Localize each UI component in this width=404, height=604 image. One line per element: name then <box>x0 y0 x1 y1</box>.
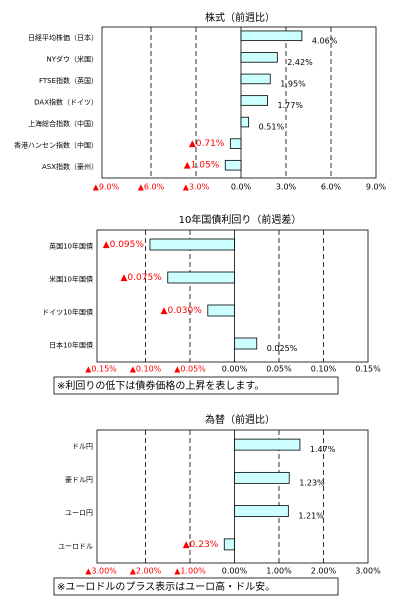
x-tick-label: 0.0% <box>231 183 252 192</box>
x-tick-label: ▲0.10% <box>130 365 162 374</box>
x-tick-label: ▲3.0% <box>183 183 210 192</box>
x-tick-label: ▲3.00% <box>85 567 117 576</box>
bar <box>234 438 301 451</box>
x-tick-label: 0.10% <box>311 365 337 374</box>
x-tick-label: 0.00% <box>222 567 248 576</box>
category-label: ユーロ円 <box>65 509 93 517</box>
category-label: 日本10年国債 <box>49 341 93 350</box>
value-label: 1.47% <box>310 445 336 454</box>
value-label: 2.42% <box>287 58 313 67</box>
category-label: 香港ハンセン指数（中国） <box>14 141 98 150</box>
bar <box>240 95 268 106</box>
value-label: 1.95% <box>280 79 306 88</box>
x-tick-label: 3.00% <box>355 567 381 576</box>
value-label: 4.06% <box>312 36 338 45</box>
bar <box>149 238 235 251</box>
bar <box>240 30 303 42</box>
value-label: 0.025% <box>267 344 298 353</box>
bar <box>240 73 271 85</box>
x-tick-label: ▲1.00% <box>174 567 206 576</box>
value-label: 0.51% <box>259 123 285 132</box>
x-tick-label: ▲0.05% <box>174 365 206 374</box>
bar <box>234 471 290 484</box>
bar <box>224 159 242 171</box>
category-label: 米国10年国債 <box>49 275 93 284</box>
chart-title: 10年国債利回り（前週差） <box>179 213 302 226</box>
value-label: 1.77% <box>278 101 304 110</box>
x-tick-label: 6.0% <box>321 183 342 192</box>
bar <box>234 337 258 350</box>
note: ※利回りの低下は債券価格の上昇を表します。 <box>57 379 264 392</box>
category-label: 英国10年国債 <box>49 242 93 251</box>
note: ※ユーロドルのプラス表示はユーロ高・ドル安。 <box>57 580 275 593</box>
category-label: NYダウ（米国） <box>46 54 98 63</box>
plot-frame <box>96 429 369 564</box>
x-tick-label: 1.00% <box>266 567 292 576</box>
value-label: ▲0.030% <box>161 306 203 316</box>
chart-title: 株式（前週比） <box>205 11 275 24</box>
x-tick-label: 0.00% <box>222 365 248 374</box>
x-tick-label: ▲9.0% <box>93 183 120 192</box>
value-label: 1.21% <box>298 512 324 521</box>
chart-title: 為替（前週比） <box>205 413 275 426</box>
bar <box>234 505 289 518</box>
x-tick-label: 0.05% <box>266 365 292 374</box>
bar <box>207 304 235 317</box>
value-label: ▲0.095% <box>103 240 145 250</box>
value-label: ▲0.075% <box>121 273 163 283</box>
x-tick-label: 9.0% <box>366 183 387 192</box>
category-label: ユーロドル <box>58 542 93 550</box>
bar <box>223 538 235 551</box>
x-tick-label: ▲6.0% <box>138 183 165 192</box>
category-label: 上海総合指数（中国） <box>28 119 98 128</box>
bar <box>229 138 242 149</box>
category-label: FTSE指数（英国） <box>39 76 98 85</box>
bar <box>167 271 235 284</box>
category-label: ドル円 <box>72 443 93 451</box>
x-tick-label: ▲2.00% <box>130 567 162 576</box>
note-box <box>53 577 339 596</box>
value-label: 1.23% <box>299 478 325 487</box>
plot-frame <box>96 229 369 363</box>
note-box <box>53 376 339 395</box>
value-label: ▲1.05% <box>184 161 220 171</box>
category-label: 日経平均株価（日本） <box>28 33 98 42</box>
value-label: ▲0.71% <box>189 139 225 149</box>
value-label: ▲0.23% <box>183 540 219 550</box>
bar <box>240 52 278 63</box>
x-tick-label: ▲0.15% <box>85 365 117 374</box>
plot-frame <box>101 26 377 179</box>
category-label: 豪ドル円 <box>65 475 93 484</box>
category-label: ドイツ10年国債 <box>42 308 93 317</box>
category-label: ASX指数（豪州） <box>42 162 98 171</box>
x-tick-label: 0.15% <box>355 365 381 374</box>
category-label: DAX指数（ドイツ） <box>34 98 98 107</box>
x-tick-label: 2.00% <box>311 567 337 576</box>
bar <box>240 116 250 128</box>
x-tick-label: 3.0% <box>276 183 297 192</box>
